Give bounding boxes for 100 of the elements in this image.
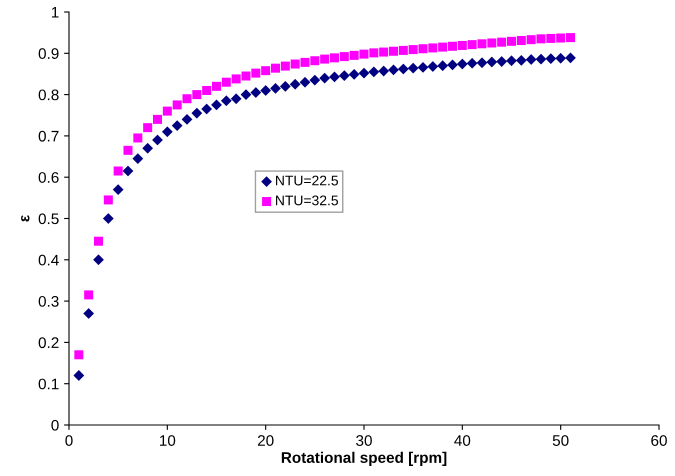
point (496, 56, 508, 67)
point (546, 34, 556, 43)
point (466, 58, 478, 69)
point (418, 62, 428, 73)
point (182, 114, 192, 125)
point (230, 93, 242, 104)
point (506, 55, 517, 66)
point (74, 350, 84, 360)
y-tick-label: 0.7 (38, 130, 59, 142)
point (507, 36, 516, 46)
point (516, 54, 527, 66)
point (556, 34, 566, 43)
point (114, 166, 123, 176)
point (437, 60, 448, 72)
point (516, 36, 526, 45)
point (340, 52, 349, 62)
point (418, 44, 428, 54)
point (320, 54, 330, 64)
point (290, 60, 300, 69)
point (290, 78, 301, 90)
point (379, 48, 388, 57)
point (142, 142, 154, 154)
point (132, 153, 144, 164)
point (408, 45, 418, 54)
point (389, 46, 398, 56)
point (201, 104, 212, 114)
point (565, 52, 576, 64)
point (526, 35, 536, 44)
point (104, 195, 113, 204)
point (270, 83, 281, 94)
y-tick-label: 0.3 (38, 296, 59, 307)
point (448, 42, 457, 51)
point (427, 61, 438, 72)
point (271, 64, 280, 73)
point (251, 68, 260, 78)
point (153, 114, 162, 124)
point (310, 56, 320, 66)
point (212, 82, 221, 91)
x-tick-label: 60 (651, 435, 667, 446)
point (122, 166, 134, 176)
point (358, 68, 370, 79)
point (242, 72, 250, 81)
point (261, 66, 270, 76)
point (112, 184, 124, 195)
point (319, 72, 330, 84)
point (211, 100, 222, 110)
point (124, 146, 132, 155)
point (566, 33, 575, 42)
point (240, 89, 252, 100)
point (468, 40, 477, 50)
point (408, 62, 419, 74)
point (220, 95, 232, 106)
point (280, 80, 291, 92)
point (486, 56, 498, 68)
point (191, 108, 202, 119)
x-axis-title: Rotational speed [rpm] (282, 452, 446, 466)
point (428, 43, 438, 52)
point (555, 52, 566, 64)
point (250, 87, 262, 98)
point (476, 57, 488, 68)
point (398, 46, 408, 55)
point (102, 213, 114, 224)
point (172, 100, 182, 110)
point (260, 85, 272, 96)
point (94, 236, 103, 246)
x-tick-label: 50 (552, 435, 569, 446)
y-tick-label: 0.1 (38, 378, 59, 390)
point (388, 64, 399, 76)
point (192, 90, 202, 100)
point (73, 370, 84, 381)
point (83, 308, 94, 319)
point (438, 42, 448, 52)
point (497, 38, 506, 47)
point (202, 86, 212, 95)
point (172, 120, 183, 131)
y-tick-label: 0.6 (38, 172, 59, 183)
point (222, 78, 231, 87)
point (447, 59, 458, 70)
point (368, 66, 380, 78)
x-tick-label: 20 (258, 435, 274, 446)
point (456, 58, 468, 70)
point (232, 74, 241, 84)
point (330, 53, 339, 62)
point (280, 62, 290, 71)
y-tick-label: 0.2 (38, 337, 59, 348)
y-tick-label: 1 (52, 7, 59, 18)
point (300, 76, 310, 88)
point (378, 66, 390, 76)
y-tick-label: 0.9 (38, 48, 59, 59)
x-tick-label: 0 (65, 435, 73, 446)
point (84, 290, 94, 300)
point (93, 254, 104, 266)
point (536, 34, 546, 44)
y-tick-label: 0.5 (38, 213, 59, 224)
point (143, 123, 152, 132)
point (152, 134, 163, 146)
legend-label: NTU=22.5 (276, 176, 338, 186)
point (487, 38, 496, 48)
point (369, 48, 378, 58)
y-tick-label: 0 (51, 420, 59, 431)
